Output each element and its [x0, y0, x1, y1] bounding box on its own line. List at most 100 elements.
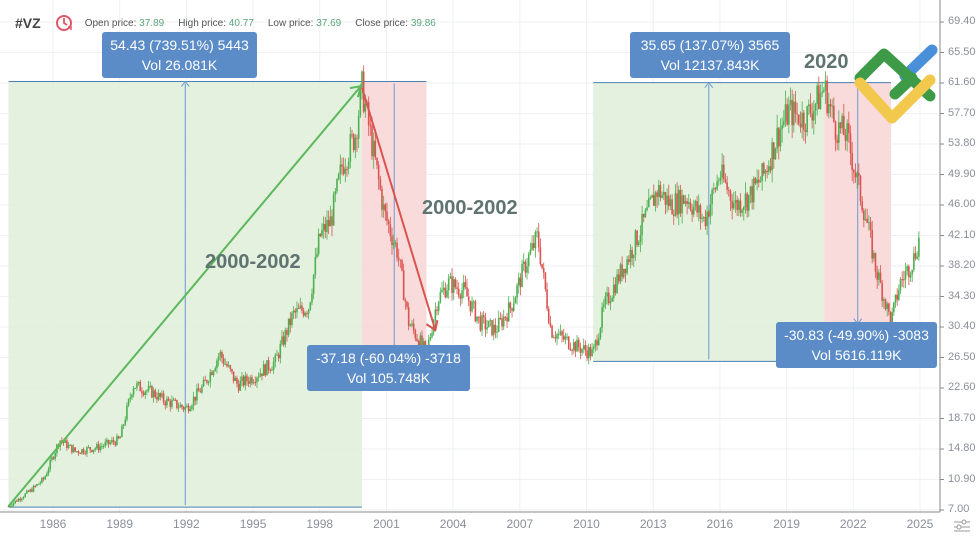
candle-down: [833, 105, 835, 122]
candle-down: [319, 233, 322, 236]
close-price: Close price: 39.86: [355, 18, 436, 29]
candle-up: [244, 375, 247, 386]
candle-up: [292, 310, 295, 313]
candle-down: [826, 80, 828, 114]
candle-down: [151, 386, 153, 398]
candle-up: [576, 339, 578, 352]
y-tick-label: 22.60: [948, 381, 976, 393]
candle-down: [569, 348, 572, 351]
candle-up: [801, 112, 803, 128]
candle-down: [197, 388, 200, 392]
candle-down: [879, 272, 882, 283]
candle-up: [622, 268, 625, 278]
candle-up: [172, 399, 175, 401]
candle-down: [479, 316, 482, 331]
candle-down: [714, 188, 717, 190]
candle-up: [431, 333, 433, 337]
candle-up: [626, 259, 628, 274]
candle-up: [846, 123, 848, 141]
candle-down: [541, 263, 543, 268]
candle-up: [422, 341, 425, 347]
measure-3-volume: Vol 12137.843K: [660, 57, 760, 73]
high-label: High price:: [178, 17, 227, 29]
candle-up: [732, 202, 735, 209]
candle-down: [269, 370, 272, 372]
candle-down: [222, 358, 225, 365]
candle-down: [406, 301, 408, 308]
candle-up: [609, 301, 612, 304]
candle-up: [47, 469, 50, 474]
candle-up: [131, 394, 133, 398]
candle-up: [824, 80, 827, 91]
trend-arrowhead-down: [425, 319, 439, 332]
candle-up: [322, 223, 325, 230]
candle-down: [396, 242, 398, 258]
candle-down: [412, 323, 415, 331]
candle-up: [136, 383, 138, 388]
candle-down: [551, 325, 553, 338]
candle-down: [91, 449, 93, 452]
candle-up: [916, 256, 918, 259]
candle-up: [22, 497, 25, 499]
candle-up: [287, 318, 290, 335]
candle-down: [836, 139, 838, 143]
candle-down: [636, 230, 638, 246]
candle-up: [86, 447, 88, 454]
candle-down: [466, 287, 468, 297]
candle-up: [462, 282, 465, 291]
candle-up: [299, 305, 302, 309]
candle-down: [242, 376, 245, 386]
candle-down: [888, 303, 890, 312]
candle-down: [199, 391, 202, 393]
candle-down: [352, 134, 355, 151]
high-price: High price: 40.77: [178, 18, 254, 29]
candle-down: [16, 500, 18, 502]
candle-up: [784, 104, 787, 122]
candle-down: [589, 347, 592, 357]
candle-down: [31, 489, 33, 492]
measure-4-volume: Vol 5616.119K: [811, 347, 902, 363]
candle-down: [851, 153, 853, 171]
candle-up: [127, 399, 130, 406]
clock-refresh-icon[interactable]: [55, 14, 73, 32]
candle-down: [863, 210, 865, 221]
candle-up: [789, 99, 792, 105]
candle-up: [349, 134, 352, 162]
candle-up: [122, 424, 125, 427]
candle-down: [169, 400, 172, 407]
candle-up: [119, 437, 122, 439]
candle-up: [761, 163, 763, 181]
candle-up: [599, 327, 602, 338]
candle-up: [616, 274, 618, 293]
candle-up: [531, 243, 533, 250]
candle-up: [734, 199, 737, 203]
candle-up: [14, 500, 17, 503]
candle-down: [754, 178, 757, 184]
candle-up: [742, 207, 745, 211]
candle-down: [504, 316, 507, 318]
settings-sliders-icon[interactable]: [952, 518, 972, 532]
candle-down: [232, 371, 235, 381]
candle-down: [729, 190, 732, 201]
candle-down: [704, 217, 707, 226]
candle-down: [331, 216, 333, 226]
candle-down: [679, 189, 682, 214]
candle-down: [342, 166, 345, 174]
candle-down: [142, 393, 145, 395]
candle-up: [592, 346, 595, 349]
candle-up: [606, 292, 608, 297]
candle-up: [911, 269, 913, 275]
candle-up: [512, 303, 515, 311]
candle-up: [821, 91, 823, 94]
candle-up: [768, 166, 770, 173]
candle-down: [854, 172, 857, 178]
candle-up: [259, 373, 262, 377]
candle-up: [441, 289, 443, 292]
candle-down: [908, 266, 910, 278]
candle-up: [669, 199, 672, 207]
candle-up: [304, 313, 307, 316]
candle-down: [876, 271, 878, 280]
candle-down: [246, 375, 248, 382]
candle-up: [646, 207, 648, 211]
candle-down: [84, 453, 87, 455]
